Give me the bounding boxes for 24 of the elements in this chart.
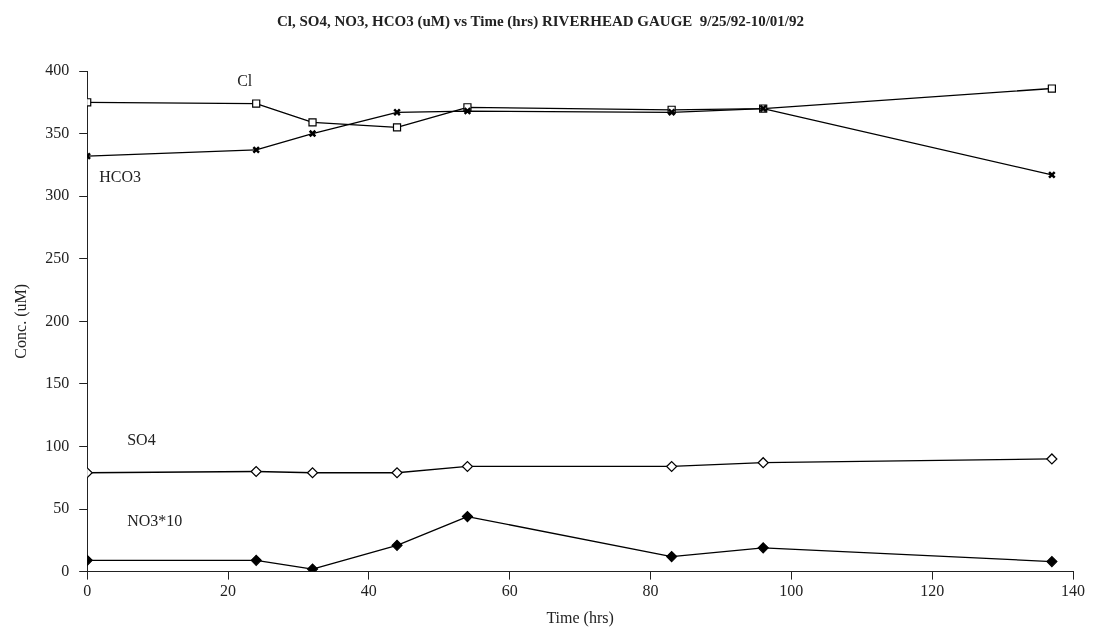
x-tick-label: 40	[360, 582, 377, 600]
x-tick-label: 60	[501, 582, 518, 600]
x-tick-label: 100	[779, 582, 804, 600]
series-label: SO4	[127, 430, 156, 448]
y-tick-label: 250	[45, 248, 70, 266]
x-tick-label: 120	[920, 582, 945, 600]
x-tick-label: 140	[1061, 582, 1085, 600]
y-tick-label: 150	[45, 374, 70, 392]
y-tick-label: 200	[45, 311, 70, 329]
y-tick-label: 350	[45, 123, 70, 141]
y-tick-label: 400	[45, 61, 70, 79]
y-tick-label: 100	[45, 436, 70, 454]
series-label: NO3*10	[127, 512, 183, 530]
series-label: Cl	[237, 72, 253, 90]
x-tick-label: 80	[642, 582, 659, 600]
y-tick-label: 50	[53, 499, 70, 517]
series-label: HCO3	[99, 168, 141, 186]
x-axis-title: Time (hrs)	[546, 608, 614, 627]
y-tick-label: 0	[61, 561, 70, 579]
y-axis-title: Conc. (uM)	[11, 283, 30, 359]
x-tick-label: 20	[220, 582, 237, 600]
chart-title: Cl, SO4, NO3, HCO3 (uM) vs Time (hrs) RIVERHEAD GAUGE 9/25/92-10/01/92	[277, 12, 804, 30]
x-tick-label: 0	[83, 582, 92, 600]
y-tick-label: 300	[45, 186, 70, 204]
